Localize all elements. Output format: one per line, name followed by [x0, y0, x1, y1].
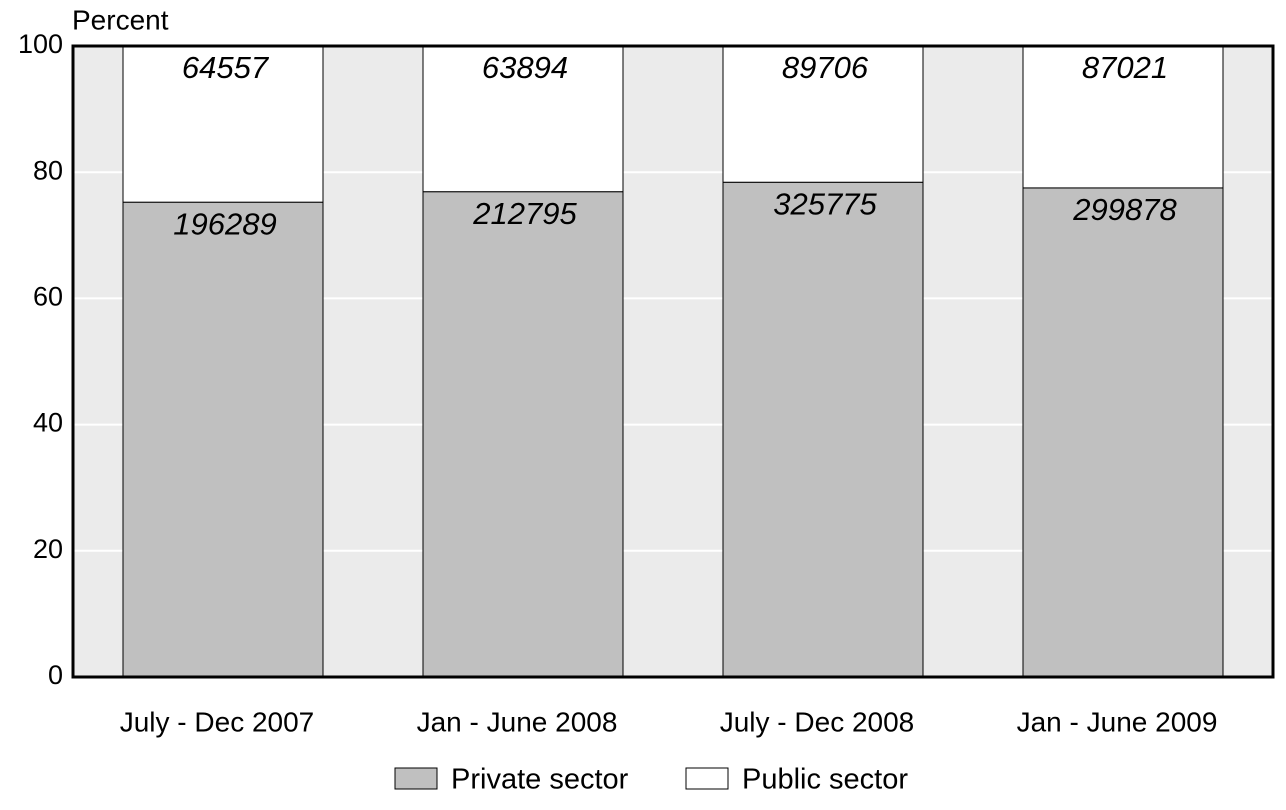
x-tick-label: Jan - June 2009 [1017, 706, 1218, 737]
data-label: 212795 [472, 196, 577, 231]
y-axis-label: Percent [72, 4, 169, 35]
bar-segment [422, 45, 624, 193]
legend-swatch [394, 767, 438, 790]
bar-segment [122, 45, 324, 203]
bar-segment [1022, 45, 1224, 189]
bar-segment [422, 191, 624, 678]
x-tick-label: July - Dec 2008 [720, 706, 915, 737]
y-tick-label: 40 [33, 408, 63, 438]
data-label: 299878 [1072, 192, 1177, 227]
data-label: 63894 [482, 50, 568, 85]
y-tick-label: 80 [33, 155, 63, 185]
y-tick-label: 20 [33, 534, 63, 564]
data-label: 325775 [773, 186, 877, 221]
legend-label: Private sector [451, 764, 629, 796]
bar-segment [1022, 187, 1224, 678]
plot-border [71, 44, 1275, 679]
bar-segment [722, 181, 924, 678]
y-tick-label: 60 [33, 282, 63, 312]
y-tick-label: 100 [18, 29, 63, 59]
legend-label: Public sector [742, 764, 908, 796]
legend-swatch [685, 767, 729, 790]
bar-segment [722, 45, 924, 183]
x-tick-label: Jan - June 2008 [417, 706, 618, 737]
data-label: 89706 [782, 50, 869, 85]
data-label: 87021 [1082, 50, 1168, 85]
data-label: 196289 [173, 206, 276, 241]
y-tick-label: 0 [48, 660, 63, 690]
x-tick-label: July - Dec 2007 [120, 706, 315, 737]
data-label: 64557 [182, 50, 270, 85]
bar-segment [122, 201, 324, 678]
